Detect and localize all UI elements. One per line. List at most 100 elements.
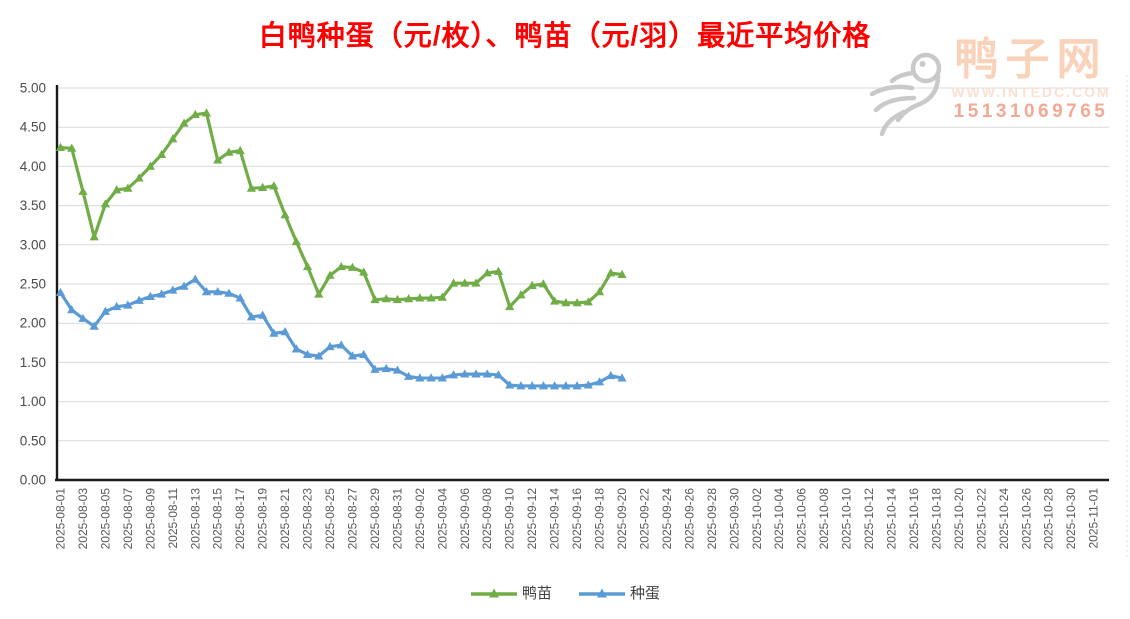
x-tick-label: 2025-08-27 [345, 488, 359, 550]
y-tick-label: 5.00 [20, 81, 46, 96]
data-point-marker [224, 147, 234, 156]
x-tick-label: 2025-10-10 [840, 488, 854, 550]
data-point-marker [302, 349, 313, 358]
x-tick-label: 2025-08-21 [278, 488, 292, 550]
series-line-种蛋 [58, 277, 624, 388]
x-tick-label: 2025-09-02 [413, 488, 427, 550]
data-point-marker [381, 294, 391, 303]
data-point-marker [190, 274, 200, 283]
chart-legend: 鸭苗 种蛋 [0, 582, 1130, 603]
x-tick-label: 2025-10-04 [772, 488, 786, 550]
x-tick-label: 2025-10-28 [1042, 488, 1056, 550]
data-point-marker [460, 278, 470, 287]
data-point-marker [561, 381, 571, 390]
data-point-marker [123, 300, 133, 309]
data-point-marker [493, 266, 504, 275]
x-tick-label: 2025-10-06 [795, 488, 809, 550]
legend-marker-icon [470, 588, 517, 597]
legend-item-鸭苗: 鸭苗 [470, 582, 552, 603]
data-point-marker [291, 344, 301, 353]
data-point-marker [572, 298, 582, 307]
data-point-marker [404, 294, 414, 303]
data-point-marker [325, 270, 335, 279]
data-point-marker [505, 301, 515, 311]
x-tick-label: 2025-09-28 [705, 488, 719, 550]
x-tick-label: 2025-09-08 [480, 488, 494, 550]
data-point-marker [89, 321, 99, 330]
x-tick-label: 2025-10-26 [1019, 488, 1033, 550]
data-point-marker [606, 370, 616, 380]
data-point-marker [314, 351, 324, 360]
x-tick-label: 2025-09-14 [548, 488, 562, 550]
data-point-marker [168, 134, 178, 143]
data-point-marker [112, 301, 122, 311]
data-point-marker [89, 232, 99, 241]
data-point-marker [538, 381, 548, 390]
x-tick-label: 2025-08-23 [301, 488, 315, 550]
y-tick-label: 3.00 [20, 237, 46, 252]
data-point-marker [168, 285, 178, 294]
x-tick-label: 2025-09-10 [503, 488, 517, 550]
x-tick-label: 2025-10-18 [929, 488, 943, 550]
series-line-鸭苗 [58, 111, 624, 309]
x-tick-label: 2025-09-06 [458, 488, 472, 550]
data-point-marker [404, 371, 414, 380]
data-point-marker [482, 268, 492, 277]
x-tick-label: 2025-09-16 [570, 488, 584, 550]
data-point-marker [583, 380, 593, 389]
x-tick-label: 2025-08-29 [368, 488, 382, 550]
data-point-marker [448, 370, 459, 379]
x-tick-label: 2025-09-26 [682, 488, 696, 550]
x-tick-label: 2025-09-18 [593, 488, 607, 550]
data-point-marker [78, 186, 88, 195]
x-tick-label: 2025-10-14 [885, 488, 899, 550]
y-tick-label: 1.00 [20, 394, 46, 409]
data-point-marker [302, 261, 313, 271]
data-point-marker [179, 118, 189, 127]
data-point-marker [415, 373, 425, 382]
x-tick-label: 2025-08-11 [166, 488, 180, 549]
x-tick-label: 2025-10-02 [750, 488, 764, 550]
data-point-marker [55, 142, 66, 151]
data-point-marker [145, 291, 155, 300]
data-point-marker [415, 293, 425, 302]
data-point-marker [291, 236, 301, 246]
data-point-marker [594, 377, 605, 386]
data-point-marker [100, 199, 111, 208]
data-point-marker [606, 268, 616, 277]
y-tick-label: 1.50 [20, 355, 46, 370]
data-point-marker [67, 143, 77, 152]
legend-label: 种蛋 [630, 585, 661, 602]
y-tick-label: 3.50 [20, 198, 46, 213]
y-tick-label: 0.00 [20, 473, 46, 488]
data-point-marker [359, 349, 369, 358]
data-point-marker [156, 289, 167, 298]
data-point-marker [583, 297, 593, 306]
data-point-marker [471, 369, 481, 378]
data-point-marker [336, 340, 346, 349]
y-tick-label: 2.50 [20, 277, 46, 292]
data-point-marker [392, 365, 402, 374]
data-point-marker [100, 306, 111, 315]
data-point-marker [213, 287, 223, 296]
data-point-marker [112, 185, 122, 194]
data-point-marker [437, 373, 447, 382]
data-point-marker [617, 269, 627, 278]
data-point-marker [426, 293, 436, 302]
data-point-marker [190, 109, 200, 119]
x-tick-label: 2025-10-22 [974, 488, 988, 550]
x-tick-label: 2025-10-16 [907, 488, 921, 550]
y-tick-label: 4.50 [20, 120, 46, 135]
data-point-marker [482, 369, 492, 378]
data-point-marker [505, 380, 515, 389]
x-tick-label: 2025-10-20 [952, 488, 966, 550]
data-point-marker [156, 149, 167, 159]
data-point-marker [213, 155, 223, 164]
legend-label: 鸭苗 [521, 585, 552, 602]
data-point-marker [448, 278, 459, 287]
data-point-marker [527, 381, 537, 390]
x-tick-label: 2025-10-12 [862, 488, 876, 550]
data-point-marker [269, 328, 279, 337]
data-point-marker [437, 292, 447, 301]
